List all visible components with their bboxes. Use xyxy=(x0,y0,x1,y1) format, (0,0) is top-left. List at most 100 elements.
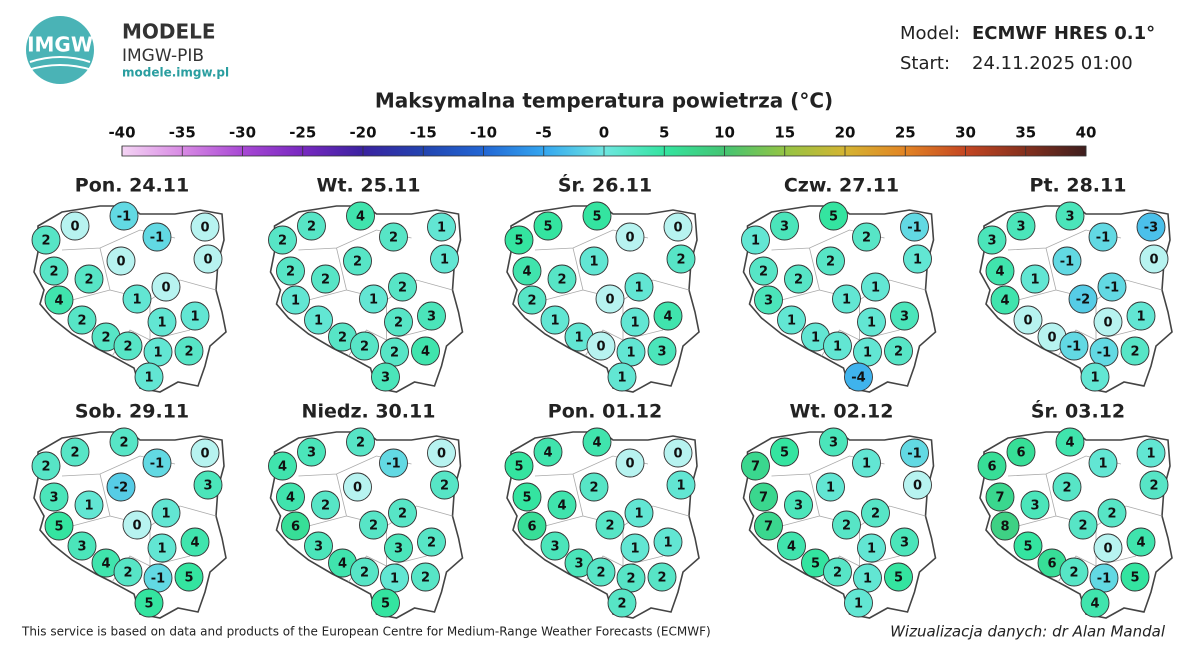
station-marker xyxy=(504,451,534,481)
colorbar-tick-label: -20 xyxy=(349,124,376,142)
station-value: 1 xyxy=(863,572,872,587)
station-value: 1 xyxy=(634,507,643,522)
station-marker xyxy=(607,362,637,392)
station-marker xyxy=(595,284,625,314)
station-value: 2 xyxy=(360,566,369,581)
station-value: 4 xyxy=(995,265,1004,280)
station-marker xyxy=(517,285,547,315)
station-marker xyxy=(1059,557,1089,587)
station-value: 4 xyxy=(101,557,110,572)
station-marker xyxy=(359,284,388,314)
station-value: 4 xyxy=(557,499,566,514)
station-marker xyxy=(816,472,845,502)
station-value: 4 xyxy=(54,294,63,309)
station-marker xyxy=(819,427,848,457)
station-value: 3 xyxy=(900,536,909,551)
station-value: 1 xyxy=(630,316,639,331)
station-marker xyxy=(281,285,310,315)
station-value: 2 xyxy=(794,273,803,288)
station-marker xyxy=(666,244,696,274)
station-value: 2 xyxy=(617,597,626,612)
station-value: 0 xyxy=(437,447,446,462)
station-value: 1 xyxy=(862,457,871,472)
station-value: 4 xyxy=(663,310,672,325)
station-marker xyxy=(1068,284,1098,314)
station-value: 1 xyxy=(157,316,166,331)
station-value: -1 xyxy=(1097,346,1111,361)
logo: IMGW xyxy=(26,16,94,84)
station-marker xyxy=(1120,336,1150,366)
station-value: 7 xyxy=(759,491,768,506)
station-marker xyxy=(884,336,913,366)
station-value: 2 xyxy=(527,294,536,309)
station-value: 2 xyxy=(338,331,347,346)
station-value: 6 xyxy=(527,520,536,535)
station-marker xyxy=(427,438,456,468)
station-marker xyxy=(268,451,297,481)
station-value: 4 xyxy=(543,446,552,461)
station-value: 1 xyxy=(826,481,835,496)
station-marker xyxy=(754,511,783,541)
station-value: 1 xyxy=(1030,273,1039,288)
station-value: 4 xyxy=(1136,536,1145,551)
station-marker xyxy=(663,212,693,242)
station-value: 1 xyxy=(626,346,635,361)
station-value: 1 xyxy=(574,331,583,346)
station-value: 2 xyxy=(589,481,598,496)
station-marker xyxy=(384,307,413,337)
station-value: 1 xyxy=(291,294,300,309)
station-value: -2 xyxy=(114,481,128,496)
station-value: 3 xyxy=(307,446,316,461)
station-marker xyxy=(193,470,223,500)
station-marker xyxy=(1126,301,1156,331)
station-marker xyxy=(1006,437,1036,467)
station-marker xyxy=(607,588,637,618)
station-marker xyxy=(586,331,616,361)
colorbar-tick-label: -10 xyxy=(470,124,497,142)
station-value: -1 xyxy=(1097,572,1111,587)
station-value: 2 xyxy=(321,273,330,288)
station-value: -1 xyxy=(907,447,921,462)
station-value: 2 xyxy=(596,566,605,581)
station-value: 3 xyxy=(987,234,996,249)
day-label: Pon. 01.12 xyxy=(548,401,662,423)
station-value: 1 xyxy=(190,310,199,325)
station-value: 2 xyxy=(676,253,685,268)
colorbar-tick-label: 15 xyxy=(774,124,795,142)
station-value: 4 xyxy=(190,536,199,551)
station-marker xyxy=(615,222,645,252)
station-marker xyxy=(1055,427,1085,457)
station-marker xyxy=(547,490,577,520)
station-value: 0 xyxy=(913,479,922,494)
day-label: Czw. 27.11 xyxy=(784,175,899,197)
station-marker xyxy=(777,305,806,335)
station-value: 1 xyxy=(751,234,760,249)
station-marker xyxy=(350,557,379,587)
station-marker xyxy=(430,244,459,274)
station-marker xyxy=(311,264,340,294)
colorbar-tick-label: -35 xyxy=(169,124,196,142)
brand: MODELE xyxy=(122,20,216,44)
station-value: 5 xyxy=(592,210,601,225)
station-marker xyxy=(823,331,852,361)
station-value: 3 xyxy=(381,371,390,386)
station-marker xyxy=(1097,272,1127,302)
station-marker xyxy=(67,531,97,561)
station-marker xyxy=(304,305,333,335)
station-value: 2 xyxy=(360,340,369,355)
station-marker xyxy=(60,437,90,467)
station-marker xyxy=(582,427,612,457)
station-marker xyxy=(142,448,172,478)
station-value: -1 xyxy=(1067,340,1081,355)
station-marker xyxy=(44,511,74,541)
station-marker xyxy=(174,336,204,366)
station-value: 2 xyxy=(353,255,362,270)
station-marker xyxy=(985,256,1015,286)
station-value: 2 xyxy=(842,519,851,534)
station-marker xyxy=(60,211,90,241)
station-value: 2 xyxy=(1149,479,1158,494)
url[interactable]: modele.imgw.pl xyxy=(122,66,229,80)
